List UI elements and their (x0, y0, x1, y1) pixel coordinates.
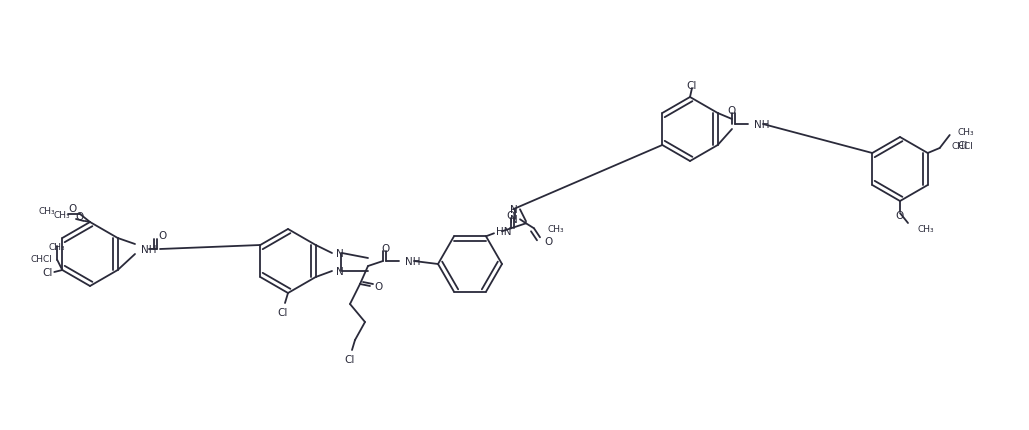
Text: NH: NH (405, 256, 421, 266)
Text: CH₃: CH₃ (918, 224, 934, 233)
Text: N: N (336, 266, 344, 276)
Text: O: O (68, 203, 76, 214)
Text: O: O (728, 106, 736, 116)
Text: NH: NH (754, 120, 770, 130)
Text: CHCl: CHCl (952, 141, 973, 150)
Text: Cl: Cl (345, 354, 355, 364)
Text: Cl: Cl (42, 267, 52, 277)
Text: CH₃: CH₃ (54, 210, 70, 219)
Text: HN: HN (496, 227, 511, 237)
Text: CH₃: CH₃ (548, 224, 565, 233)
Text: O: O (544, 237, 553, 247)
Text: Cl: Cl (958, 141, 968, 150)
Text: Cl: Cl (278, 307, 288, 317)
Text: O: O (896, 211, 904, 221)
Text: O: O (157, 230, 166, 240)
Text: CH₃: CH₃ (958, 127, 974, 136)
Text: N: N (336, 249, 344, 258)
Text: NH: NH (141, 244, 156, 255)
Text: CHCl: CHCl (31, 254, 52, 263)
Text: Cl: Cl (686, 81, 698, 91)
Text: N: N (510, 205, 518, 215)
Text: CH₃: CH₃ (49, 243, 66, 252)
Text: O: O (76, 212, 84, 221)
Text: O: O (374, 281, 382, 291)
Text: N: N (510, 215, 518, 225)
Text: O: O (507, 211, 516, 221)
Text: O: O (382, 243, 390, 253)
Text: CH₃: CH₃ (38, 206, 55, 215)
